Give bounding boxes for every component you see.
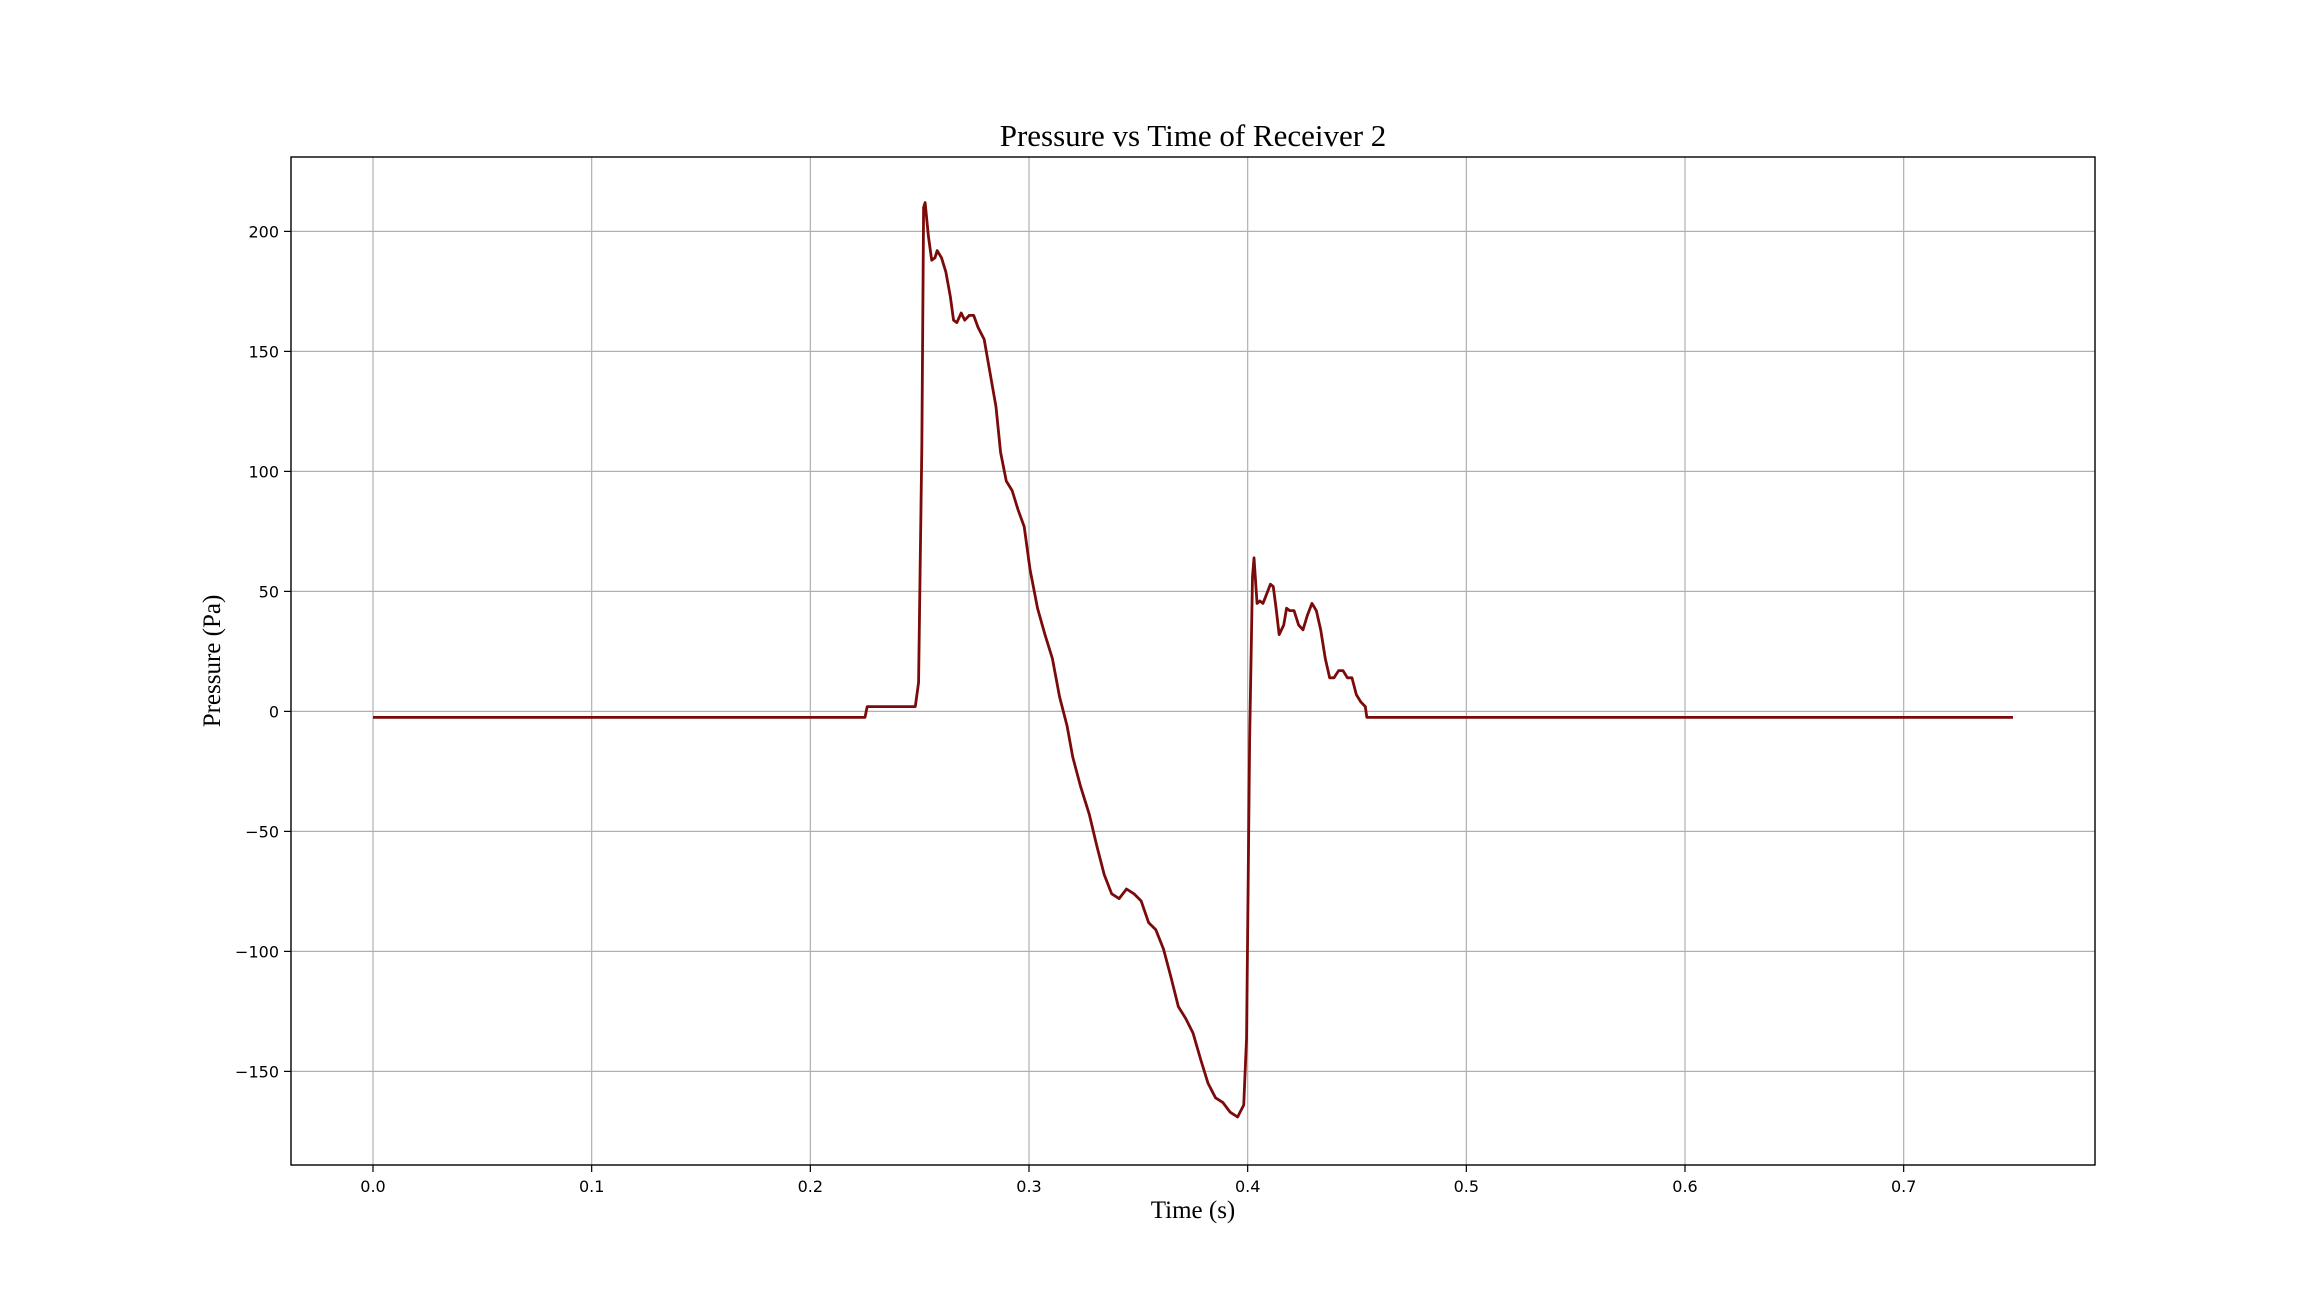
data-line [373, 201, 2013, 1119]
plot-frame [290, 156, 2096, 1166]
x-tick-label: 0.6 [1672, 1177, 1697, 1196]
y-tick-label: 0 [269, 702, 279, 721]
x-tick-label: 0.1 [579, 1177, 604, 1196]
y-tick-label: 150 [248, 342, 279, 361]
y-tick-label: 100 [248, 462, 279, 481]
x-axis-label: Time (s) [1151, 1197, 1236, 1224]
x-tick-label: 0.0 [360, 1177, 385, 1196]
chart-title: Pressure vs Time of Receiver 2 [1000, 118, 1387, 153]
y-tick-label: 200 [248, 222, 279, 241]
x-tick-label: 0.3 [1016, 1177, 1041, 1196]
y-axis-label: Pressure (Pa) [199, 595, 226, 728]
y-tick-label: −50 [245, 822, 279, 841]
x-tick-label: 0.4 [1235, 1177, 1260, 1196]
x-tick-label: 0.7 [1891, 1177, 1916, 1196]
y-tick-label: −100 [235, 942, 279, 961]
x-tick-label: 0.2 [798, 1177, 823, 1196]
x-tick-label: 0.5 [1454, 1177, 1479, 1196]
y-tick-label: 50 [259, 582, 279, 601]
y-tick-label: −150 [235, 1062, 279, 1081]
